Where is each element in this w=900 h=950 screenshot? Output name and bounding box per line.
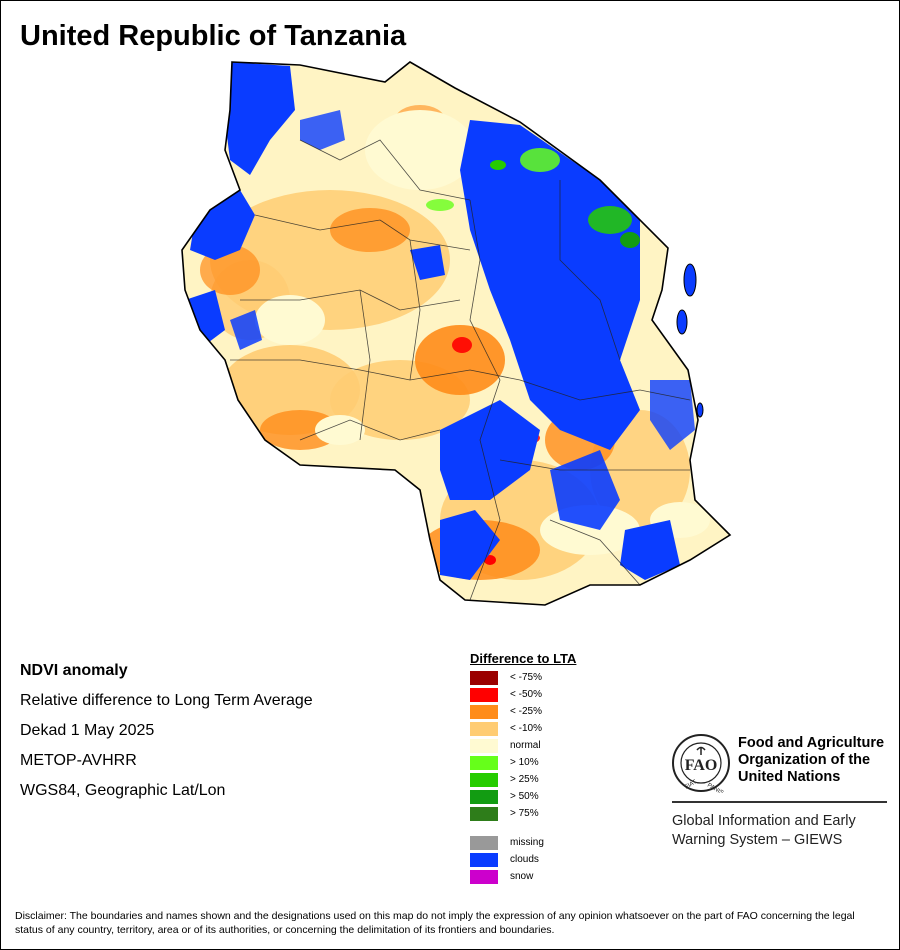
fao-name-line2: Organization of the xyxy=(738,752,871,768)
legend-label: snow xyxy=(510,871,534,882)
giews-line1: Global Information and Early xyxy=(672,813,856,829)
legend-label: missing xyxy=(510,837,544,848)
map-info: NDVI anomaly Relative difference to Long… xyxy=(20,656,313,806)
info-projection: WGS84, Geographic Lat/Lon xyxy=(20,782,226,799)
legend-label: > 75% xyxy=(510,808,539,819)
fao-motto-left: FIAT xyxy=(684,779,698,791)
info-sensor: METOP-AVHRR xyxy=(20,752,137,769)
legend-swatch xyxy=(470,756,498,770)
info-date: Dekad 1 May 2025 xyxy=(20,722,155,739)
info-product: NDVI anomaly xyxy=(20,662,128,679)
legend-title: Difference to LTA xyxy=(470,651,577,666)
legend-label: > 50% xyxy=(510,791,539,802)
legend-label: < -50% xyxy=(510,689,542,700)
disclaimer: Disclaimer: The boundaries and names sho… xyxy=(15,910,855,936)
mafia-island xyxy=(696,402,704,418)
legend-swatch xyxy=(470,853,498,867)
legend-label: normal xyxy=(510,740,541,751)
legend-swatch xyxy=(470,836,498,850)
pemba-island xyxy=(676,309,688,335)
legend-label: clouds xyxy=(510,854,539,865)
fao-name: Food and Agriculture Organization of the… xyxy=(738,735,884,786)
legend-swatch xyxy=(470,705,498,719)
legend-swatch xyxy=(470,807,498,821)
fao-logo: FAO FIAT PANIS xyxy=(672,734,730,793)
tanzania-ndvi-map xyxy=(181,61,732,606)
legend-label: > 25% xyxy=(510,774,539,785)
legend-swatch xyxy=(470,671,498,685)
legend-label: > 10% xyxy=(510,757,539,768)
fao-motto-right: PANIS xyxy=(706,783,724,793)
fao-divider xyxy=(672,801,887,803)
fao-name-line1: Food and Agriculture xyxy=(738,735,885,751)
info-description: Relative difference to Long Term Average xyxy=(20,692,313,709)
map-title: United Republic of Tanzania xyxy=(20,20,407,52)
zanzibar-island xyxy=(683,263,697,297)
legend-swatch xyxy=(470,688,498,702)
legend-swatch xyxy=(470,870,498,884)
legend-swatch xyxy=(470,790,498,804)
giews-name: Global Information and Early Warning Sys… xyxy=(672,812,856,850)
legend-swatch xyxy=(470,739,498,753)
fao-name-line3: United Nations xyxy=(738,769,841,785)
legend-swatch xyxy=(470,722,498,736)
legend-label: < -10% xyxy=(510,723,542,734)
country-outline xyxy=(181,61,732,606)
legend-swatch xyxy=(470,773,498,787)
fao-logo-text: FAO xyxy=(685,757,718,774)
legend: Difference to LTA < -75% < -50% < -25% < -1… xyxy=(470,651,590,911)
giews-line2: Warning System – GIEWS xyxy=(672,832,843,848)
legend-label: < -75% xyxy=(510,672,542,683)
legend-label: < -25% xyxy=(510,706,542,717)
